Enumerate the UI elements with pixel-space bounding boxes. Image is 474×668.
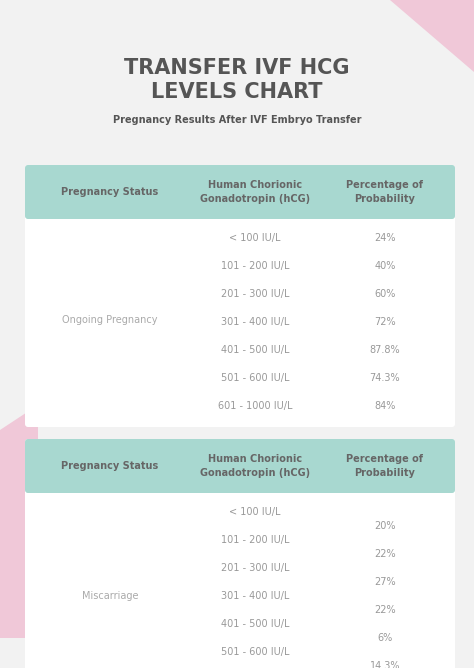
Text: Human Chorionic
Gonadotropin (hCG): Human Chorionic Gonadotropin (hCG) [200,454,310,478]
Text: 20%: 20% [374,521,396,531]
Text: 301 - 400 IU/L: 301 - 400 IU/L [221,317,289,327]
Text: Miscarriage: Miscarriage [82,591,138,601]
Text: 27%: 27% [374,577,396,587]
Text: < 100 IU/L: < 100 IU/L [229,233,281,243]
Text: 501 - 600 IU/L: 501 - 600 IU/L [221,373,289,383]
Text: 87.8%: 87.8% [370,345,401,355]
Text: 40%: 40% [374,261,396,271]
Text: 401 - 500 IU/L: 401 - 500 IU/L [221,619,289,629]
Text: Pregnancy Results After IVF Embryo Transfer: Pregnancy Results After IVF Embryo Trans… [113,115,361,125]
Text: Human Chorionic
Gonadotropin (hCG): Human Chorionic Gonadotropin (hCG) [200,180,310,204]
Text: Percentage of
Probability: Percentage of Probability [346,454,423,478]
Text: 22%: 22% [374,549,396,559]
FancyBboxPatch shape [25,165,455,427]
Text: 101 - 200 IU/L: 101 - 200 IU/L [221,535,289,545]
Text: 501 - 600 IU/L: 501 - 600 IU/L [221,647,289,657]
FancyBboxPatch shape [25,165,455,219]
Text: 601 - 1000 IU/L: 601 - 1000 IU/L [218,401,292,411]
Polygon shape [320,0,474,72]
Text: LEVELS CHART: LEVELS CHART [151,82,323,102]
Text: 74.3%: 74.3% [370,373,401,383]
Text: 401 - 500 IU/L: 401 - 500 IU/L [221,345,289,355]
Text: Pregnancy Status: Pregnancy Status [61,461,159,471]
Text: 24%: 24% [374,233,396,243]
Polygon shape [0,405,38,638]
Text: 84%: 84% [374,401,396,411]
Text: Ongoing Pregnancy: Ongoing Pregnancy [62,315,158,325]
Text: 60%: 60% [374,289,396,299]
Text: 72%: 72% [374,317,396,327]
Text: 14.3%: 14.3% [370,661,400,668]
Text: < 100 IU/L: < 100 IU/L [229,507,281,517]
Text: TRANSFER IVF HCG: TRANSFER IVF HCG [124,58,350,78]
Text: 6%: 6% [377,633,392,643]
Text: 101 - 200 IU/L: 101 - 200 IU/L [221,261,289,271]
Text: 201 - 300 IU/L: 201 - 300 IU/L [221,289,289,299]
FancyBboxPatch shape [25,439,455,493]
Text: 301 - 400 IU/L: 301 - 400 IU/L [221,591,289,601]
FancyBboxPatch shape [25,439,455,668]
Text: 201 - 300 IU/L: 201 - 300 IU/L [221,563,289,573]
Text: 22%: 22% [374,605,396,615]
Text: Percentage of
Probability: Percentage of Probability [346,180,423,204]
Text: Pregnancy Status: Pregnancy Status [61,187,159,197]
